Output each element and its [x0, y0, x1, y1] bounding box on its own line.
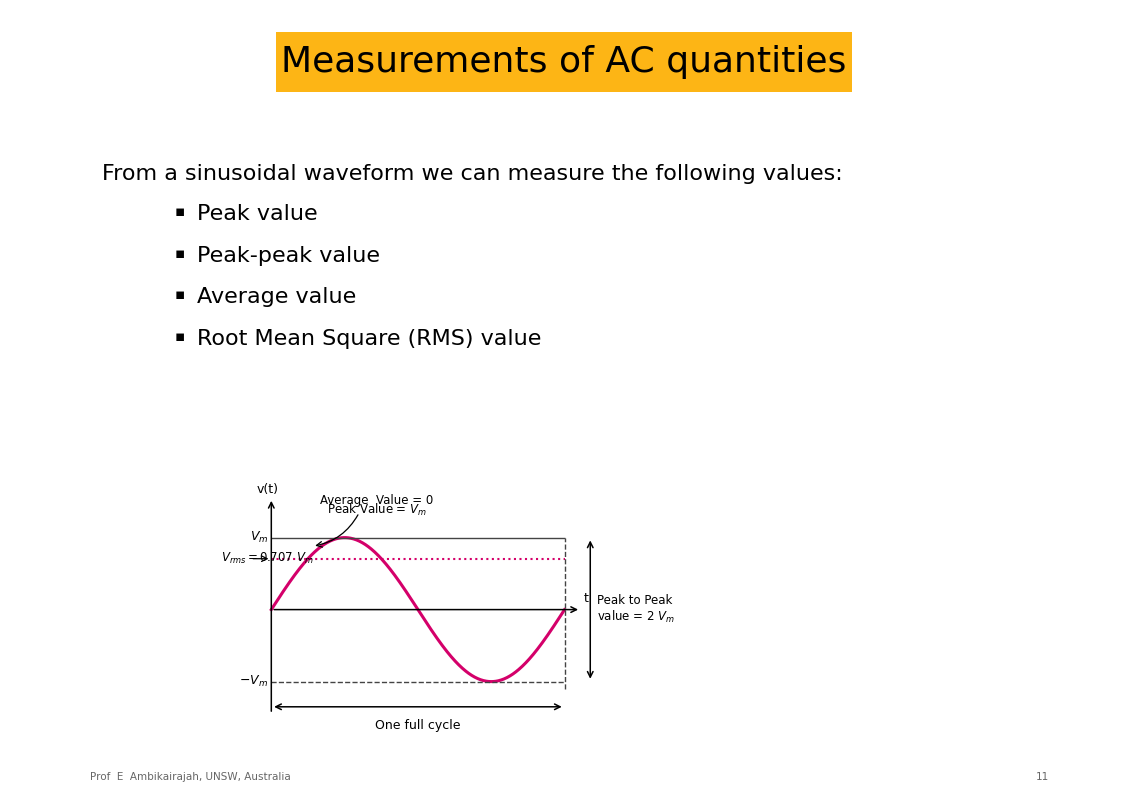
Text: ▪: ▪ [175, 246, 185, 261]
Text: $-V_m$: $-V_m$ [239, 674, 268, 689]
Text: t: t [583, 592, 588, 606]
Text: Measurements of AC quantities: Measurements of AC quantities [281, 45, 847, 79]
FancyBboxPatch shape [276, 32, 852, 92]
Text: Prof  E  Ambikairajah, UNSW, Australia: Prof E Ambikairajah, UNSW, Australia [90, 773, 291, 782]
Text: ▪: ▪ [175, 204, 185, 219]
Text: Root Mean Square (RMS) value: Root Mean Square (RMS) value [197, 329, 541, 349]
Text: Peak Value = $V_m$: Peak Value = $V_m$ [327, 502, 426, 518]
Text: 11: 11 [1036, 773, 1049, 782]
Text: Peak to Peak
value = 2 $V_m$: Peak to Peak value = 2 $V_m$ [597, 594, 676, 626]
Text: Peak-peak value: Peak-peak value [197, 246, 380, 266]
Text: ▪: ▪ [175, 287, 185, 302]
Text: v(t): v(t) [257, 483, 279, 496]
Text: Average value: Average value [197, 287, 356, 307]
Text: $V_m$: $V_m$ [249, 530, 268, 545]
Text: From a sinusoidal waveform we can measure the following values:: From a sinusoidal waveform we can measur… [102, 164, 843, 184]
Text: One full cycle: One full cycle [376, 719, 460, 732]
Text: $V_{rms} = 0.707\ V_m$: $V_{rms} = 0.707\ V_m$ [221, 551, 314, 566]
Text: Average  Value = 0: Average Value = 0 [320, 494, 433, 506]
Text: Peak value: Peak value [197, 204, 318, 224]
Text: ▪: ▪ [175, 329, 185, 344]
